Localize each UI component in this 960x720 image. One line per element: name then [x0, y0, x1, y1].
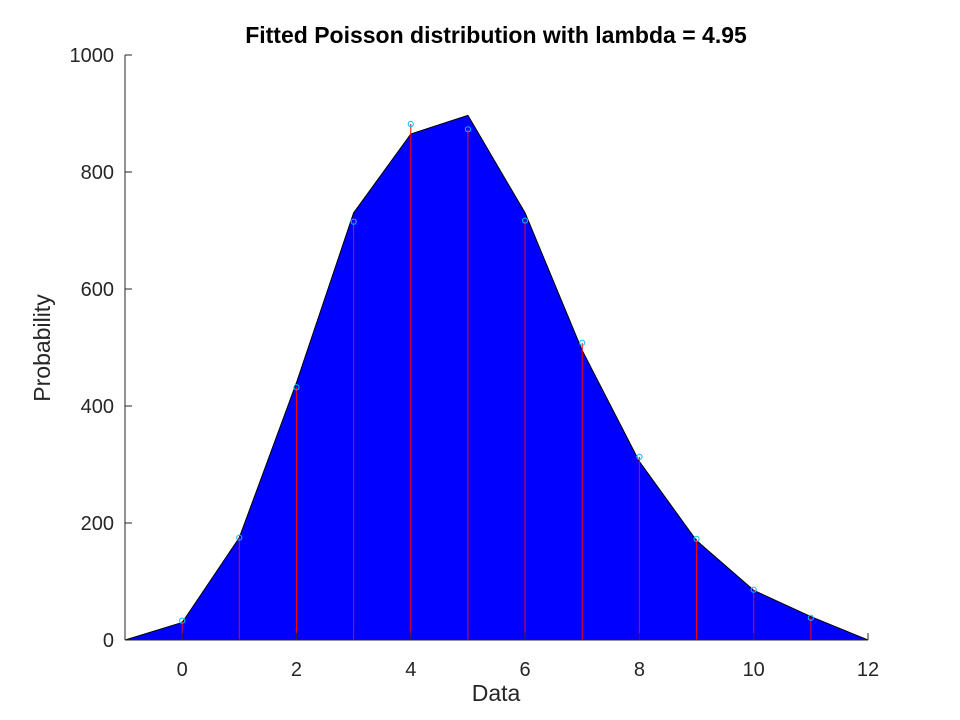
fitted-curve-area [124, 114, 869, 641]
marker-8 [636, 453, 643, 460]
y-tick-label-600: 600 [81, 279, 114, 301]
x-tick-label-0: 0 [177, 659, 188, 681]
marker-6 [521, 217, 529, 224]
marker-3 [350, 218, 357, 225]
y-tick-label-800: 800 [81, 162, 114, 184]
y-axis-label: Probability [29, 294, 55, 402]
marker-10 [750, 586, 757, 593]
y-tick-label-0: 0 [103, 630, 114, 652]
marker-4 [407, 120, 414, 128]
plot-area: 0 200 400 600 800 1000 0 2 4 6 8 10 12 [70, 45, 880, 681]
marker-0 [179, 617, 186, 624]
x-tick-label-8: 8 [634, 659, 645, 681]
x-tick-label-2: 2 [291, 659, 302, 681]
chart-title: Fitted Poisson distribution with lambda … [245, 22, 747, 48]
marker-2 [293, 384, 300, 391]
x-axis-label: Data [472, 680, 521, 706]
y-tick-label-1000: 1000 [70, 45, 115, 67]
x-tick-label-6: 6 [520, 659, 531, 681]
x-tick-label-12: 12 [857, 659, 879, 681]
y-tick-label-400: 400 [81, 396, 114, 418]
x-tick-label-10: 10 [743, 659, 765, 681]
marker-1 [236, 534, 243, 541]
marker-11 [807, 614, 814, 621]
x-tick-label-4: 4 [405, 659, 416, 681]
marker-5 [464, 126, 472, 133]
marker-9 [693, 535, 700, 542]
marker-7 [579, 339, 586, 346]
y-tick-label-200: 200 [81, 513, 114, 535]
